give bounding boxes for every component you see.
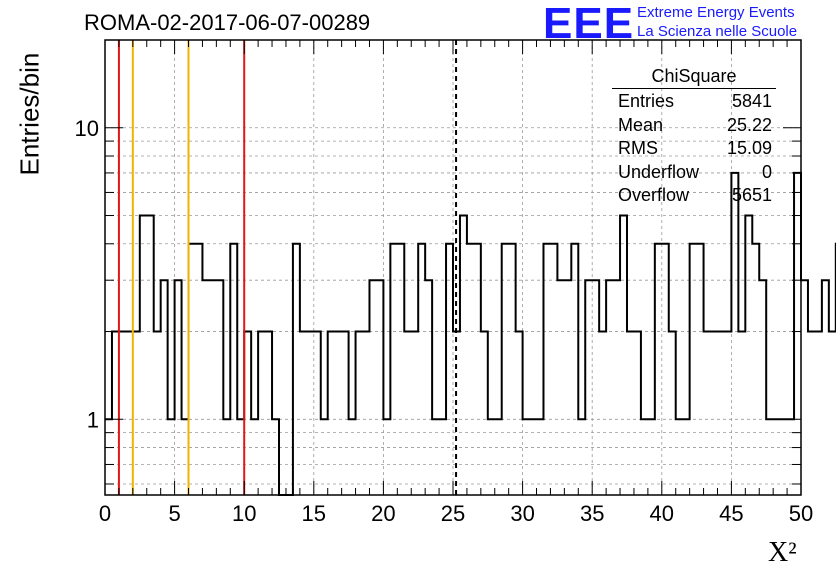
stats-value: 25.22 bbox=[726, 114, 772, 135]
stats-row-entries: Entries 5841 bbox=[612, 90, 776, 114]
stats-value: 5841 bbox=[731, 91, 772, 111]
y-axis-label: Entries/bin bbox=[14, 52, 45, 176]
x-tick-label: 35 bbox=[580, 501, 604, 526]
stats-row-underflow: Underflow 0 bbox=[612, 161, 776, 185]
y-tick-label: 1 bbox=[87, 407, 99, 432]
stats-label: Entries bbox=[618, 91, 675, 111]
stats-value: 5651 bbox=[731, 185, 772, 205]
stats-row-overflow: Overflow 5651 bbox=[612, 184, 776, 208]
chart-title: ROMA-02-2017-06-07-00289 bbox=[84, 10, 371, 35]
stats-row-rms: RMS 15.09 bbox=[612, 137, 776, 161]
stats-label: Overflow bbox=[618, 185, 690, 205]
stats-row-mean: Mean 25.22 bbox=[612, 114, 776, 138]
x-tick-label: 5 bbox=[168, 501, 180, 526]
x-tick-label: 50 bbox=[789, 501, 813, 526]
y-tick-label: 10 bbox=[75, 116, 99, 141]
stats-box: ChiSquare Entries 5841 Mean 25.22 RMS 15… bbox=[612, 66, 776, 208]
histogram-series bbox=[105, 171, 836, 496]
x-tick-label: 30 bbox=[510, 501, 534, 526]
x-axis-label: X² bbox=[768, 537, 797, 568]
x-tick-label: 40 bbox=[650, 501, 674, 526]
stats-value: 0 bbox=[761, 161, 772, 182]
logo-line-1: Extreme Energy Events bbox=[637, 4, 795, 21]
stats-value: 15.09 bbox=[726, 138, 772, 158]
x-tick-label: 20 bbox=[371, 501, 395, 526]
x-tick-label: 15 bbox=[302, 501, 326, 526]
stats-title: ChiSquare bbox=[612, 66, 776, 89]
stats-label: RMS bbox=[618, 138, 658, 158]
logo-caption: Extreme Energy Events La Scienza nelle S… bbox=[637, 3, 797, 41]
x-tick-label: 25 bbox=[441, 501, 465, 526]
logo-line-2: La Scienza nelle Scuole bbox=[637, 23, 798, 40]
x-tick-label: 10 bbox=[232, 501, 256, 526]
x-tick-label: 45 bbox=[719, 501, 743, 526]
eee-logo: EEE bbox=[543, 0, 635, 48]
stats-label: Mean bbox=[618, 114, 664, 135]
x-tick-label: 0 bbox=[99, 501, 111, 526]
stats-label: Underflow bbox=[618, 161, 700, 182]
